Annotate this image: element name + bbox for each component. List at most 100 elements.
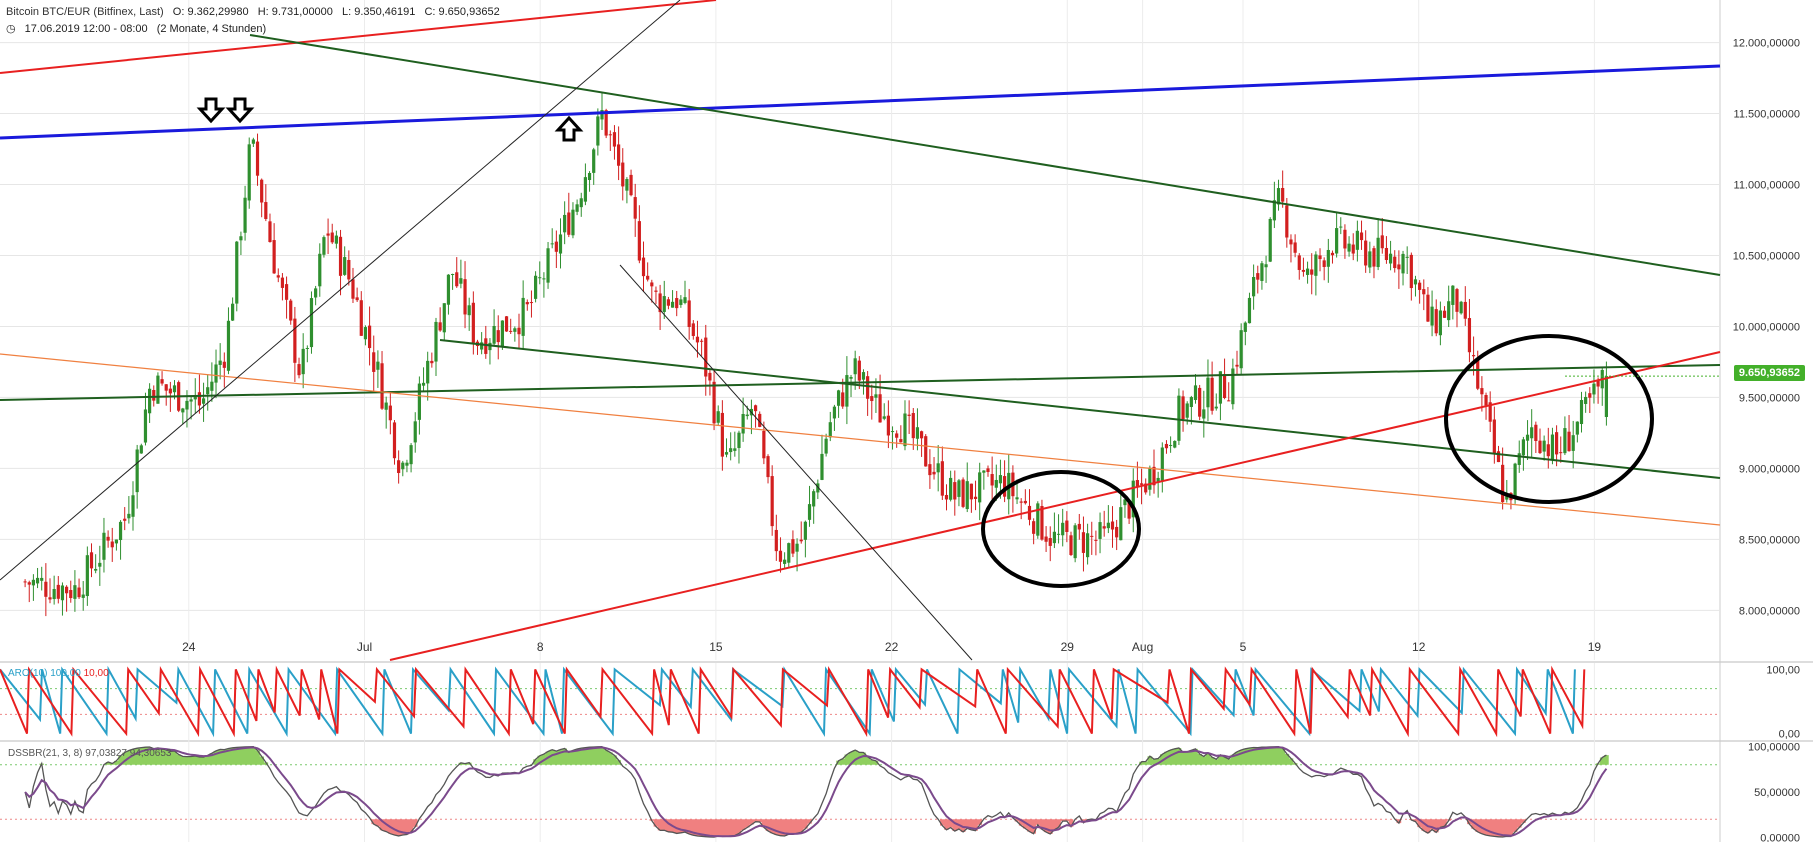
candle-body (1517, 453, 1521, 465)
candle-body (799, 539, 803, 542)
candle-body (1264, 264, 1268, 268)
candle-body (670, 301, 675, 308)
candle-body (525, 302, 529, 305)
candle-body (1554, 432, 1559, 455)
candle-body (845, 375, 849, 407)
candle-body (1592, 383, 1596, 395)
y-tick-label: 9.500,00000 (1739, 392, 1800, 404)
candle-body (1040, 506, 1044, 540)
candle-body (1567, 431, 1571, 452)
candle-body (994, 479, 998, 488)
candle-body (583, 177, 588, 202)
candle-body (401, 462, 405, 470)
candle-body (455, 272, 459, 287)
candle-body (459, 278, 463, 284)
candle-body (1065, 520, 1069, 532)
candle-body (832, 406, 837, 419)
candle-body (44, 581, 48, 597)
aro-name: ARO(10) (8, 668, 48, 679)
candle-body (861, 372, 866, 380)
candle-body (978, 472, 982, 503)
candle-body (1156, 477, 1160, 483)
candle-body (1505, 495, 1509, 500)
candle-body (442, 303, 446, 333)
candle-body (903, 413, 907, 447)
candle-body (201, 398, 206, 404)
candle-body (758, 413, 762, 427)
up-arrow-icon (554, 115, 584, 142)
candle-body (1335, 228, 1339, 254)
candle-body (679, 299, 683, 305)
candle-body (318, 253, 322, 287)
candle-body (919, 431, 924, 439)
candle-body (1227, 400, 1231, 402)
candle-body (1256, 273, 1260, 280)
candle-body (753, 405, 758, 412)
candle-body (1239, 330, 1243, 369)
candle-body (1077, 523, 1081, 530)
candle-body (376, 361, 380, 370)
candle-body (1318, 255, 1322, 260)
candle-body (152, 389, 156, 401)
candle-body (1418, 282, 1422, 290)
candle-body (1090, 535, 1094, 537)
candle-body (658, 293, 662, 313)
candle-body (480, 342, 484, 350)
candle-body (1463, 301, 1467, 319)
candle-body (965, 481, 969, 510)
candle-body (708, 372, 712, 381)
candle-body (741, 413, 745, 434)
candle-body (990, 474, 994, 486)
candle-body (1106, 522, 1110, 529)
low-value: L: 9.350,46191 (341, 6, 416, 18)
aro-up-line (0, 665, 1576, 738)
red-uptrend-line (389, 351, 1721, 661)
candle-body (438, 322, 442, 331)
candle-body (1413, 279, 1418, 285)
candle-body (600, 109, 604, 120)
candle-body (264, 202, 268, 219)
candle-body (334, 235, 338, 244)
candle-body (330, 232, 334, 243)
candle-body (160, 379, 164, 384)
candle-body (1422, 289, 1426, 295)
candle-body (52, 589, 56, 600)
candle-body (969, 483, 973, 500)
candle-body (1210, 377, 1214, 411)
candle-body (1434, 309, 1438, 334)
black-diagonal-down (619, 264, 973, 661)
candle-body (397, 460, 401, 474)
candle-body (351, 279, 355, 299)
candle-body (247, 144, 251, 201)
candle-body (1442, 310, 1447, 318)
candle-body (533, 275, 538, 299)
candle-body (1451, 285, 1455, 305)
candle-body (305, 348, 309, 350)
candle-body (961, 479, 965, 507)
candle-body (218, 360, 222, 365)
candle-body (1438, 310, 1442, 336)
candle-body (563, 214, 567, 233)
candle-body (85, 555, 89, 597)
candle-body (625, 179, 629, 191)
candle-body (973, 496, 978, 500)
highlight-circle (1444, 334, 1654, 504)
candle-body (1447, 301, 1451, 321)
candle-body (284, 284, 289, 300)
candle-body (1098, 522, 1102, 539)
candle-body (712, 381, 716, 424)
candle-body (1393, 256, 1397, 269)
candle-body (226, 320, 231, 371)
candle-body (492, 325, 496, 344)
candle-body (1056, 533, 1061, 535)
candle-body (1513, 463, 1517, 498)
x-tick-label: 29 (1061, 640, 1075, 654)
x-tick-label: Jul (357, 640, 372, 654)
candle-body (554, 241, 558, 252)
candle-body (683, 297, 687, 303)
candle-body (73, 585, 77, 599)
candle-body (617, 144, 621, 166)
candle-body (579, 198, 583, 208)
black-diagonal-up (0, 0, 681, 581)
candle-body (222, 361, 226, 368)
